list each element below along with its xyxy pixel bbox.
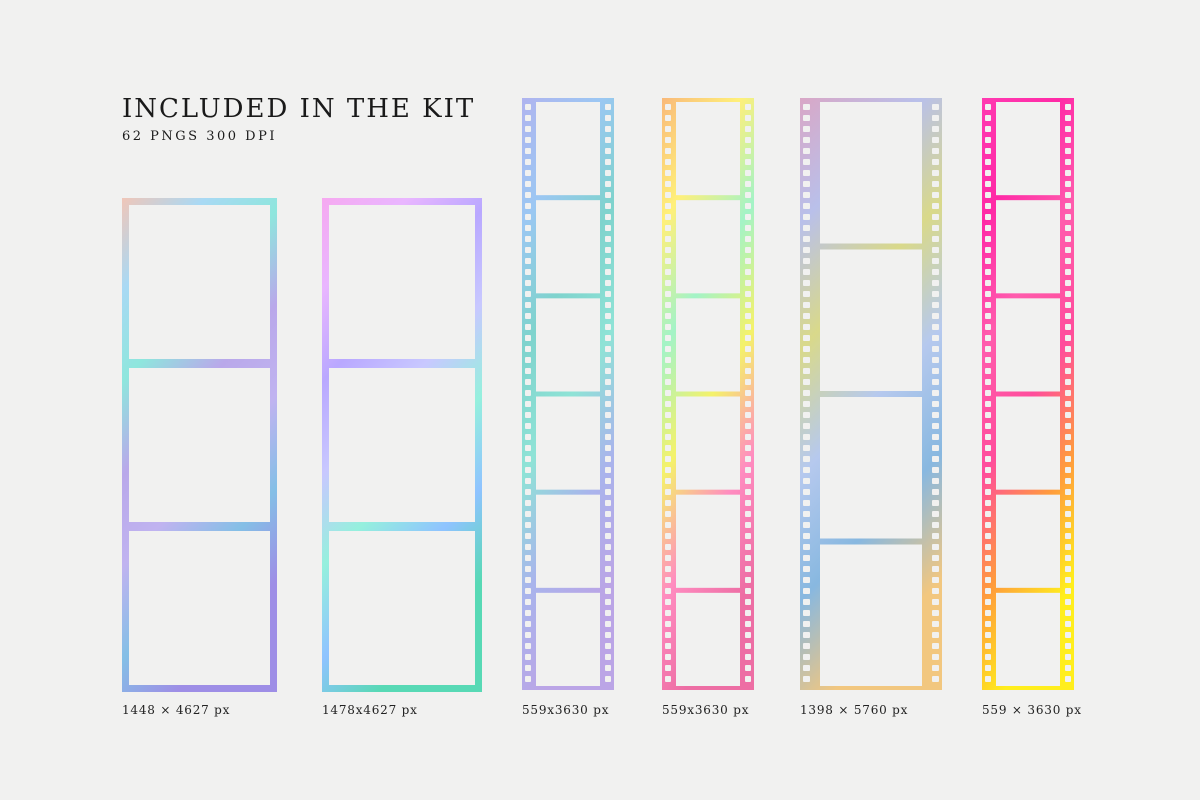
size-label-4: 559x3630 px [662,703,750,717]
film-frame [982,98,1074,690]
page-subtitle: 62 PNGS 300 DPI [122,129,277,144]
photo-strip-2 [322,198,482,692]
photo-strip-2-graphic [322,198,482,692]
strip-frame [122,198,277,692]
size-label-6: 559 × 3630 px [982,703,1082,717]
film-strip-2 [662,98,754,690]
film-strip-1 [522,98,614,690]
size-label-1: 1448 × 4627 px [122,703,231,717]
film-strip-2-graphic [662,98,754,690]
film-strip-3 [982,98,1074,690]
size-label-5: 1398 × 5760 px [800,703,909,717]
photo-strip-1 [122,198,277,692]
size-label-2: 1478x4627 px [322,703,418,717]
film-strip-wide [800,98,942,690]
film-frame [800,98,942,690]
film-frame [522,98,614,690]
strip-frame [322,198,482,692]
film-strip-wide-graphic [800,98,942,690]
film-frame [662,98,754,690]
size-label-3: 559x3630 px [522,703,610,717]
film-strip-3-graphic [982,98,1074,690]
photo-strip-1-graphic [122,198,277,692]
film-strip-1-graphic [522,98,614,690]
page-title: INCLUDED IN THE KIT [122,94,476,124]
